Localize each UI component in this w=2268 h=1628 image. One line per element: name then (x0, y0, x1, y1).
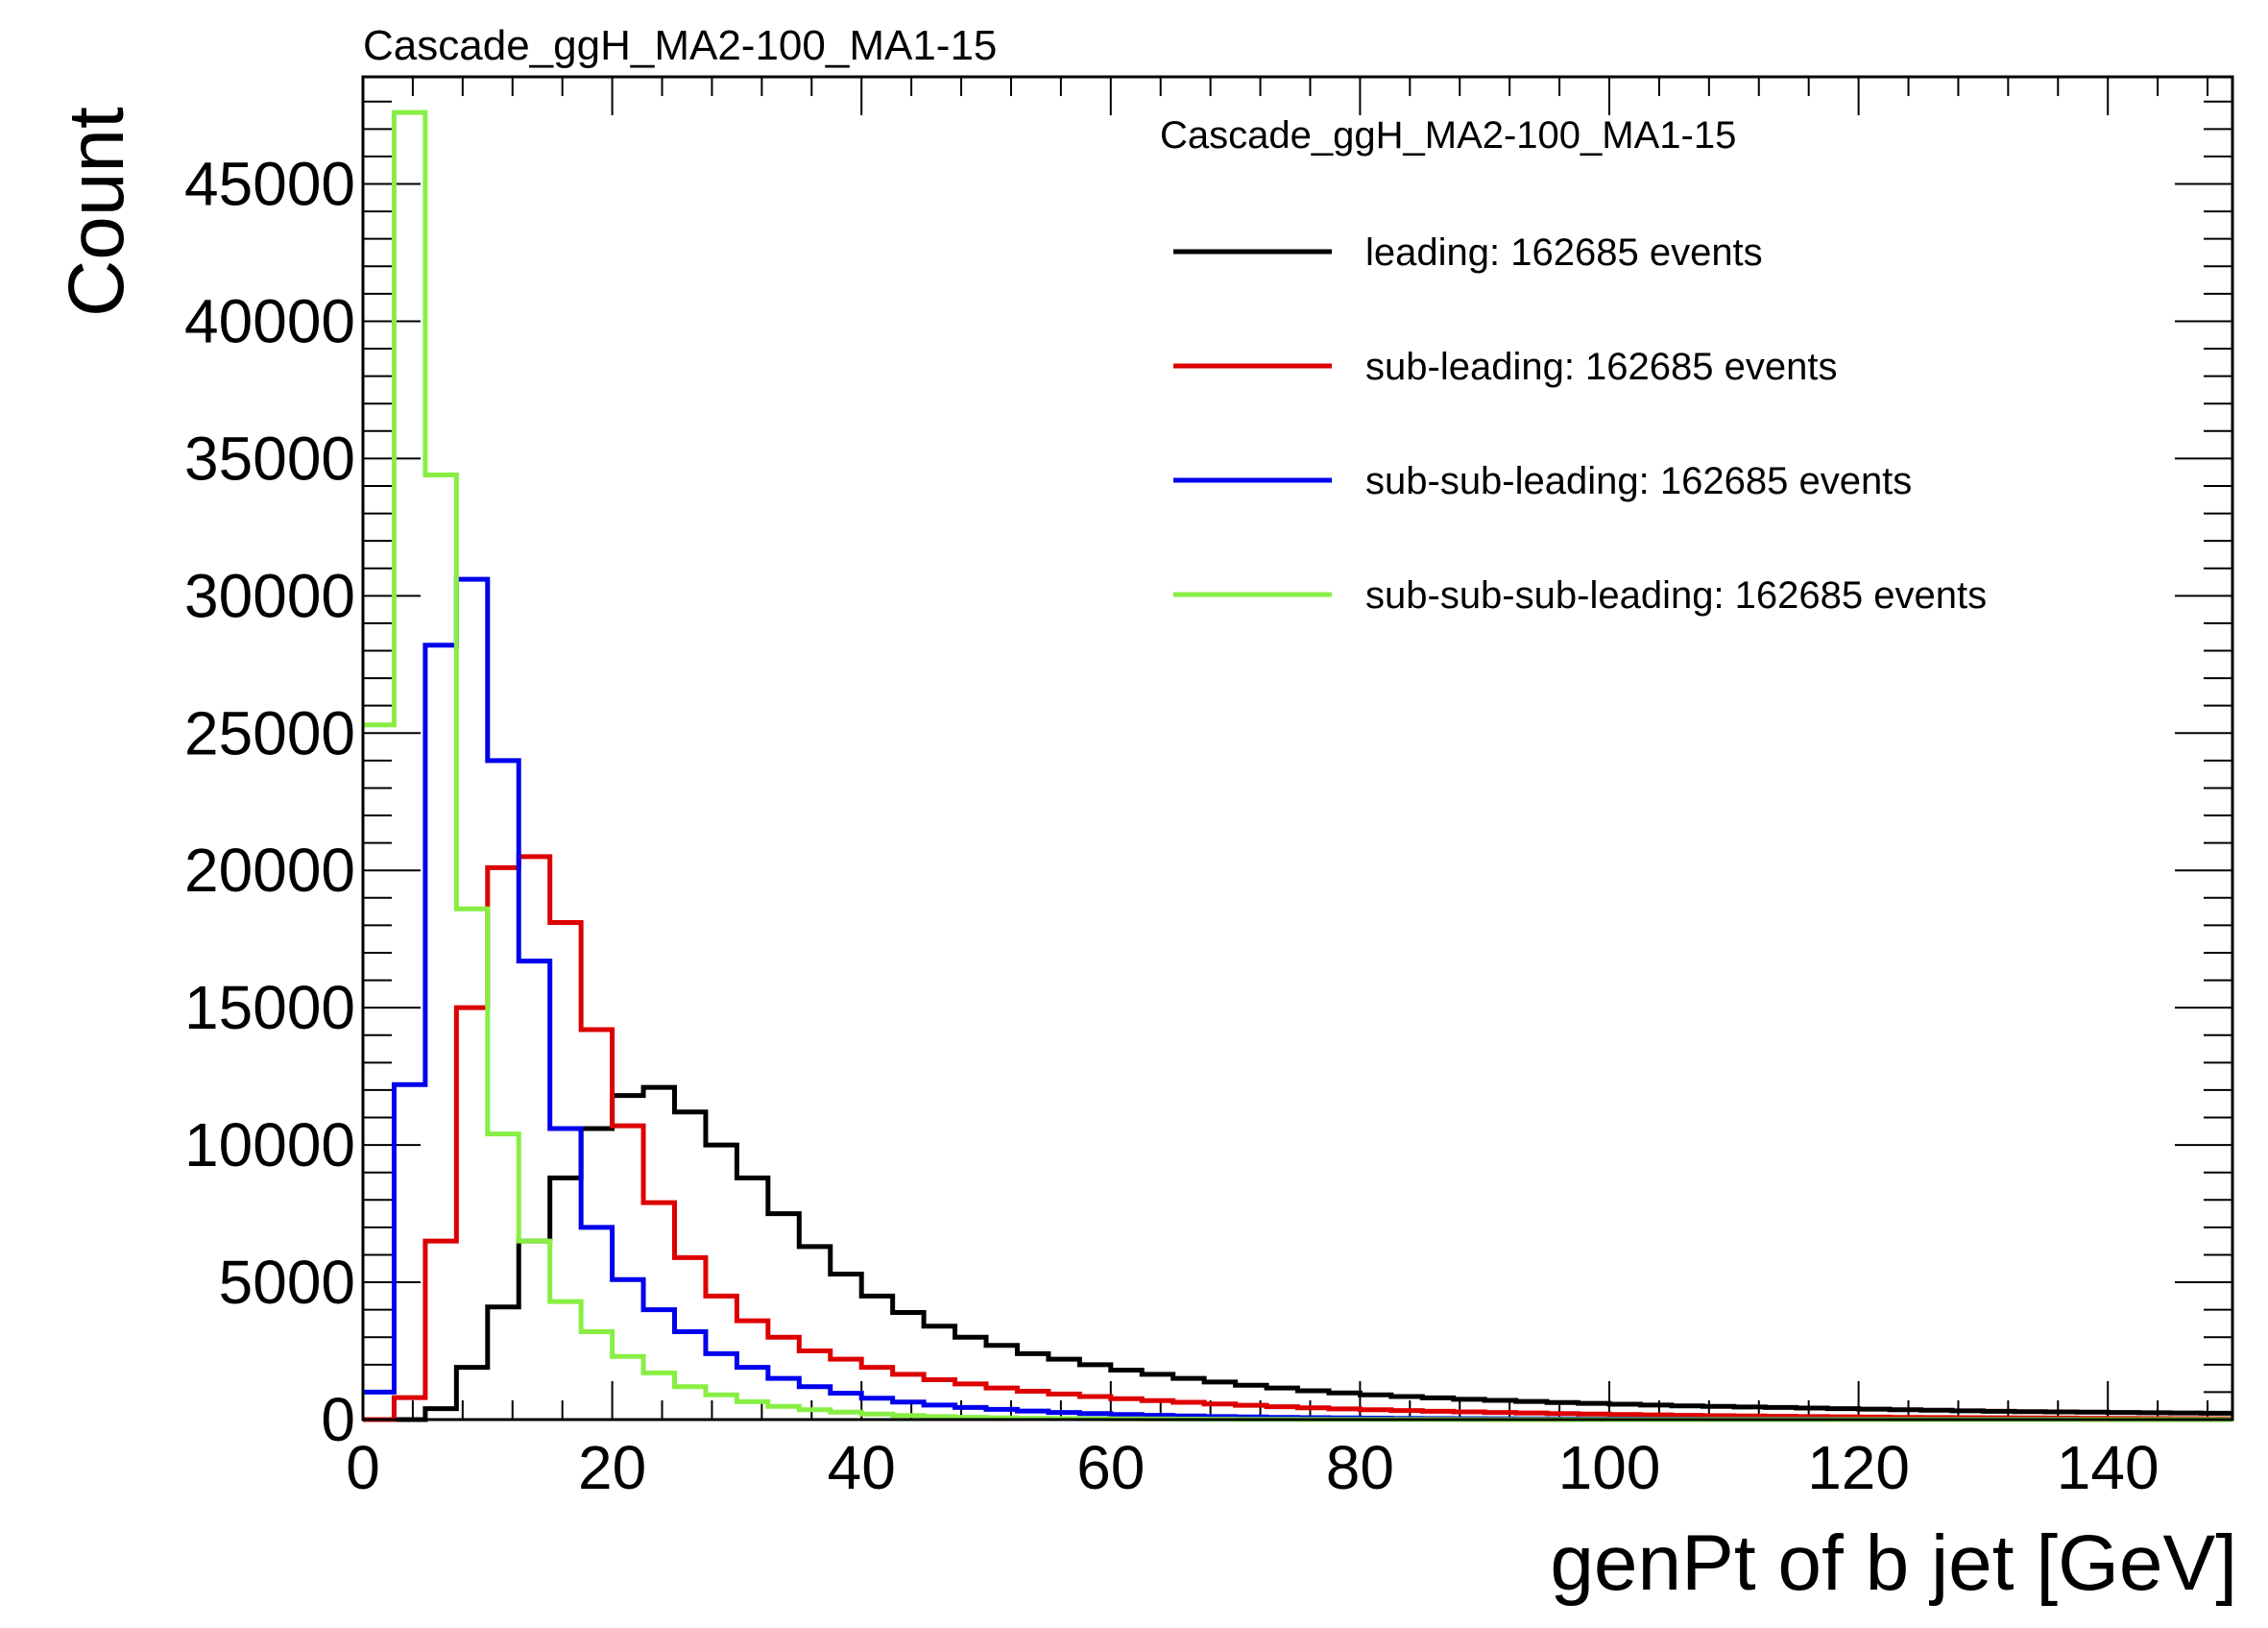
y-tick-label: 0 (321, 1385, 355, 1454)
y-tick-label: 45000 (184, 149, 355, 218)
y-tick-label: 25000 (184, 698, 355, 767)
y-tick-label: 35000 (184, 424, 355, 493)
x-tick-label: 100 (1558, 1433, 1661, 1502)
legend-label: leading: 162685 events (1365, 231, 1763, 274)
series-layer (363, 109, 2232, 1422)
y-tick-label: 40000 (184, 286, 355, 355)
legend-label: sub-leading: 162685 events (1365, 346, 1837, 388)
series-line-sub-leading (363, 854, 2232, 1422)
y-tick-label: 20000 (184, 836, 355, 905)
plot-frame (361, 75, 2234, 1421)
chart-title: Cascade_ggH_MA2-100_MA1-15 (363, 22, 997, 69)
x-tick-label: 60 (1076, 1433, 1145, 1502)
y-tick-label: 30000 (184, 561, 355, 630)
legend-entries: leading: 162685 events sub-leading: 16268… (1173, 231, 1987, 617)
x-tick-labels: 0 20 40 60 80 100 120 140 (346, 1433, 2159, 1502)
series-line-sub-sub-leading (363, 576, 2232, 1422)
x-tick-label: 40 (828, 1433, 896, 1502)
legend-label: sub-sub-sub-leading: 162685 events (1365, 574, 1987, 617)
x-tick-label: 20 (578, 1433, 646, 1502)
series-line-leading (363, 1084, 2232, 1422)
series-line-sub-sub-sub-leading (363, 109, 2232, 1422)
x-tick-label: 120 (1807, 1433, 1910, 1502)
legend-label: sub-sub-leading: 162685 events (1365, 460, 1912, 502)
y-axis-title: Count (53, 107, 140, 317)
y-tick-label: 10000 (184, 1110, 355, 1179)
x-tick-label: 140 (2057, 1433, 2159, 1502)
axis-ticks (362, 77, 2232, 1421)
y-tick-label: 5000 (219, 1248, 355, 1317)
y-tick-labels: 0 5000 10000 15000 20000 25000 30000 35000 40000… (184, 149, 355, 1454)
legend: Cascade_ggH_MA2-100_MA1-15 leading: 1626… (1160, 114, 1987, 617)
legend-header: Cascade_ggH_MA2-100_MA1-15 (1160, 114, 1736, 157)
x-tick-label: 0 (346, 1433, 380, 1502)
y-tick-label: 15000 (184, 973, 355, 1042)
x-tick-label: 80 (1326, 1433, 1394, 1502)
x-axis-title: genPt of b jet [GeV] (1550, 1519, 2237, 1607)
